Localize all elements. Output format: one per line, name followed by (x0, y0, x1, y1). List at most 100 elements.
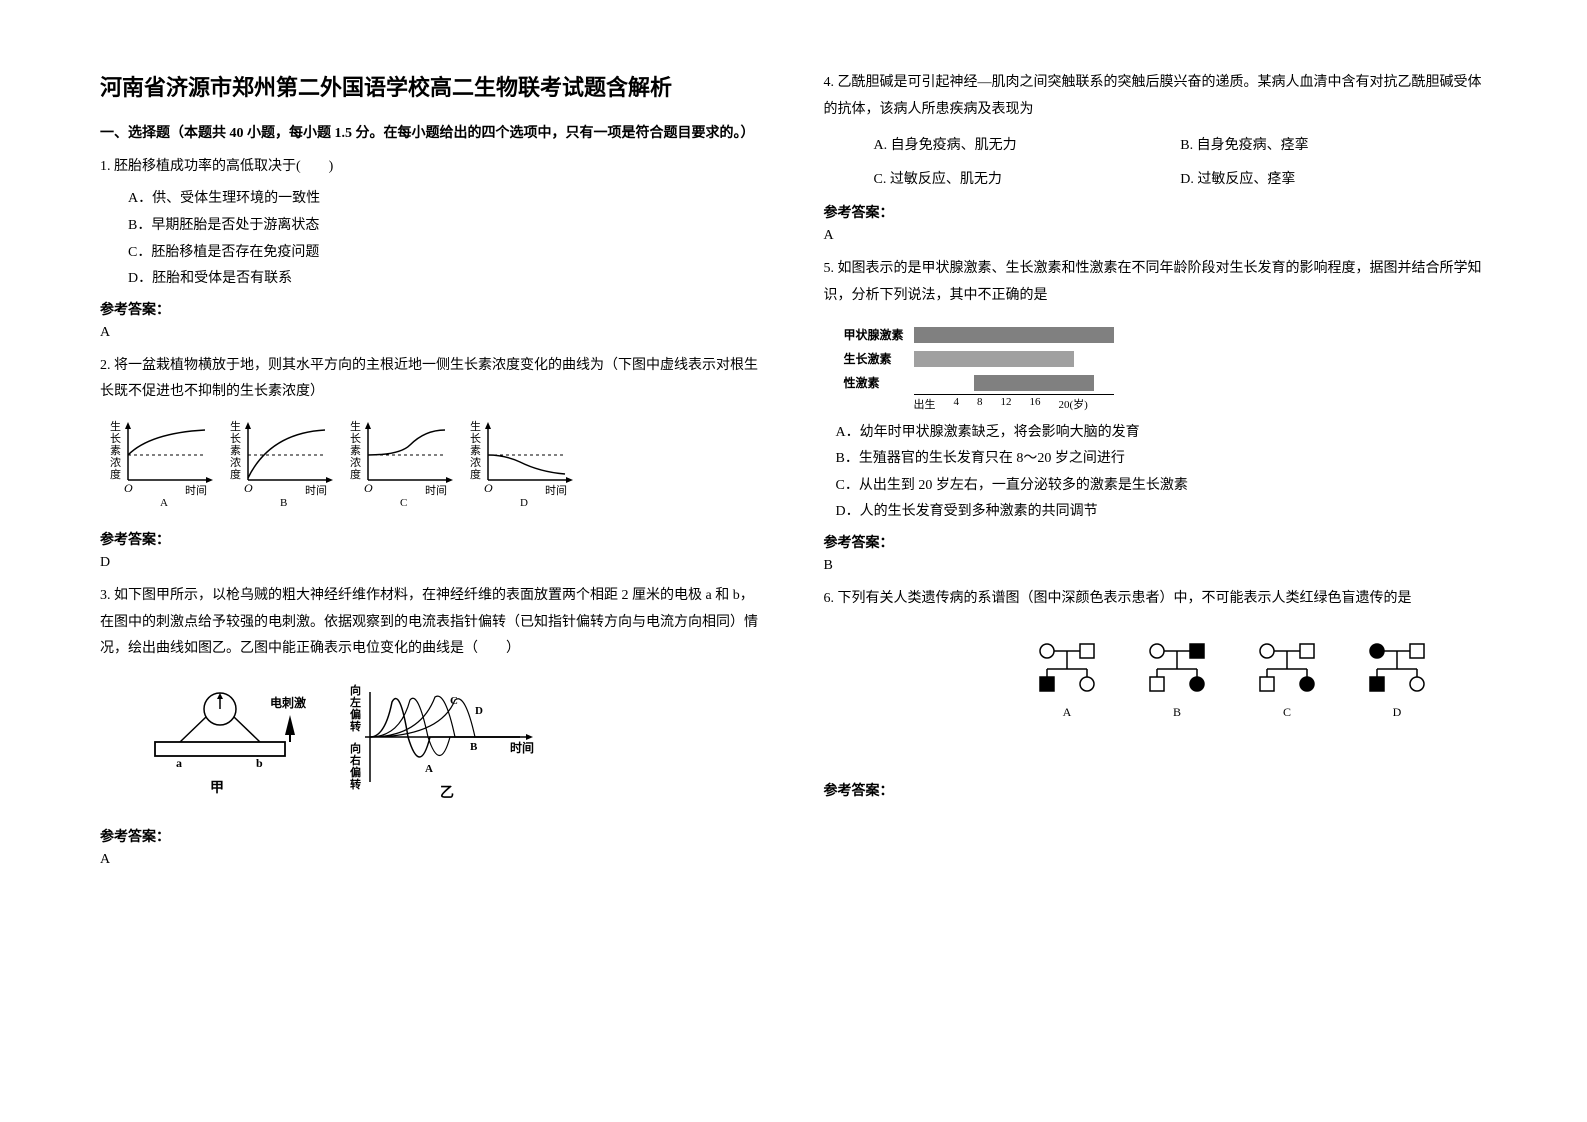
q5-options: A．幼年时甲状腺激素缺乏，将会影响大脑的发育 B．生殖器官的生长发育只在 8～2… (824, 420, 1488, 526)
svg-text:B: B (280, 497, 287, 509)
svg-text:左: 左 (349, 695, 361, 709)
q4-opt-c: C. 过敏反应、肌无力 (874, 163, 1181, 197)
q1-text: 1. 胚胎移植成功率的高低取决于( ) (100, 154, 764, 181)
svg-text:素: 素 (110, 444, 121, 457)
svg-text:O: O (244, 481, 253, 495)
hormone-label: 性激素 (844, 374, 914, 391)
svg-text:长: 长 (350, 432, 361, 445)
svg-text:浓: 浓 (110, 456, 121, 469)
svg-text:度: 度 (350, 467, 361, 481)
axis-4: 16 (1030, 396, 1041, 412)
svg-text:浓: 浓 (350, 456, 361, 469)
hormone-row: 性激素 (844, 372, 1488, 394)
pedigree-label: A (1063, 705, 1072, 720)
svg-text:生: 生 (350, 420, 361, 433)
q1-opt-a: A．供、受体生理环境的一致性 (128, 186, 764, 213)
svg-text:偏: 偏 (350, 765, 361, 779)
hormone-bar (914, 351, 1074, 367)
svg-text:O: O (484, 481, 493, 495)
svg-text:C: C (450, 695, 458, 707)
q4-opt-d: D. 过敏反应、痉挛 (1180, 163, 1487, 197)
q2-answer: D (100, 555, 764, 571)
q1-opt-b: B．早期胚胎是否处于游离状态 (128, 213, 764, 240)
axis-3: 12 (1001, 396, 1012, 412)
svg-text:时间: 时间 (425, 484, 447, 497)
left-column: 河南省济源市郑州第二外国语学校高二生物联考试题含解析 一、选择题（本题共 40 … (100, 70, 764, 1052)
q3-answer-label: 参考答案： (100, 826, 764, 846)
q5-text: 5. 如图表示的是甲状腺激素、生长激素和性激素在不同年龄阶段对生长发育的影响程度… (824, 256, 1488, 309)
svg-text:转: 转 (350, 719, 361, 733)
svg-text:A: A (425, 763, 433, 775)
pedigree-label: C (1283, 705, 1291, 720)
svg-text:电刺激: 电刺激 (270, 695, 306, 710)
right-column: 4. 乙酰胆碱是可引起神经—肌肉之间突触联系的突触后膜兴奋的递质。某病人血清中含… (824, 70, 1488, 1052)
svg-text:长: 长 (470, 432, 481, 445)
q4-opt-b: B. 自身免疫病、痉挛 (1180, 129, 1487, 163)
q3-answer: A (100, 852, 764, 868)
pedigree-label: B (1173, 705, 1181, 720)
q5-opt-c: C．从出生到 20 岁左右，一直分泌较多的激素是生长激素 (836, 473, 1488, 500)
svg-text:B: B (470, 741, 478, 753)
svg-text:右: 右 (349, 753, 361, 767)
q2-text: 2. 将一盆栽植物横放于地，则其水平方向的主根近地一侧生长素浓度变化的曲线为（下… (100, 353, 764, 406)
q6-answer-label: 参考答案： (824, 780, 1488, 800)
svg-text:向: 向 (350, 741, 361, 755)
svg-text:甲: 甲 (210, 780, 224, 796)
page-title: 河南省济源市郑州第二外国语学校高二生物联考试题含解析 (100, 70, 764, 102)
svg-text:度: 度 (470, 467, 481, 481)
hormone-bar (914, 327, 1114, 343)
pedigree: C (1247, 639, 1327, 720)
hormone-row: 甲状腺激素 (844, 324, 1488, 346)
pedigree: D (1357, 639, 1437, 720)
pedigree: A (1027, 639, 1107, 720)
svg-text:素: 素 (230, 444, 241, 457)
q1-opt-c: C．胚胎移植是否存在免疫问题 (128, 240, 764, 267)
svg-text:度: 度 (230, 467, 241, 481)
svg-text:长: 长 (230, 432, 241, 445)
q3-svg: a b 电刺激 甲 向 左 偏 转 向 右 偏 转 (140, 677, 560, 807)
axis-2: 8 (977, 396, 983, 412)
svg-text:生: 生 (230, 420, 241, 433)
svg-text:a: a (176, 756, 182, 770)
svg-text:转: 转 (350, 777, 361, 791)
q1-answer: A (100, 325, 764, 341)
pedigree: B (1137, 639, 1217, 720)
q5-answer: B (824, 558, 1488, 574)
q5-hormone-chart: 甲状腺激素生长激素性激素 出生 4 8 12 16 20(岁) (844, 324, 1488, 412)
pedigree-label: D (1393, 705, 1402, 720)
svg-text:浓: 浓 (230, 456, 241, 469)
svg-text:O: O (124, 481, 133, 495)
hormone-row: 生长激素 (844, 348, 1488, 370)
svg-text:时间: 时间 (510, 740, 534, 755)
q6-pedigrees: A B C D (824, 639, 1438, 720)
axis-5: 20(岁) (1059, 396, 1088, 412)
q1-answer-label: 参考答案： (100, 299, 764, 319)
q1-options: A．供、受体生理环境的一致性 B．早期胚胎是否处于游离状态 C．胚胎移植是否存在… (100, 186, 764, 292)
axis-0: 出生 (914, 396, 936, 412)
q4-opt-a: A. 自身免疫病、肌无力 (874, 129, 1181, 163)
svg-text:C: C (400, 497, 407, 509)
q6-text: 6. 下列有关人类遗传病的系谱图（图中深颜色表示患者）中，不可能表示人类红绿色盲… (824, 586, 1488, 613)
hormone-label: 生长激素 (844, 350, 914, 367)
q5-opt-b: B．生殖器官的生长发育只在 8～20 岁之间进行 (836, 446, 1488, 473)
svg-text:时间: 时间 (185, 484, 207, 497)
q5-answer-label: 参考答案： (824, 532, 1488, 552)
svg-text:D: D (520, 497, 528, 509)
svg-text:A: A (160, 497, 168, 509)
q2-answer-label: 参考答案： (100, 529, 764, 549)
q5-opt-d: D．人的生长发育受到多种激素的共同调节 (836, 499, 1488, 526)
svg-text:素: 素 (350, 444, 361, 457)
q1-opt-d: D．胚胎和受体是否有联系 (128, 266, 764, 293)
q4-options: A. 自身免疫病、肌无力 B. 自身免疫病、痉挛 C. 过敏反应、肌无力 D. … (824, 129, 1488, 196)
svg-text:乙: 乙 (440, 785, 454, 801)
q5-opt-a: A．幼年时甲状腺激素缺乏，将会影响大脑的发育 (836, 420, 1488, 447)
svg-text:浓: 浓 (470, 456, 481, 469)
axis-1: 4 (954, 396, 960, 412)
svg-text:生: 生 (470, 420, 481, 433)
svg-text:时间: 时间 (545, 484, 567, 497)
hormone-bar (974, 375, 1094, 391)
q5-axis: 出生 4 8 12 16 20(岁) (914, 396, 1488, 412)
svg-text:偏: 偏 (350, 707, 361, 721)
q4-answer: A (824, 228, 1488, 244)
svg-text:向: 向 (350, 683, 361, 697)
